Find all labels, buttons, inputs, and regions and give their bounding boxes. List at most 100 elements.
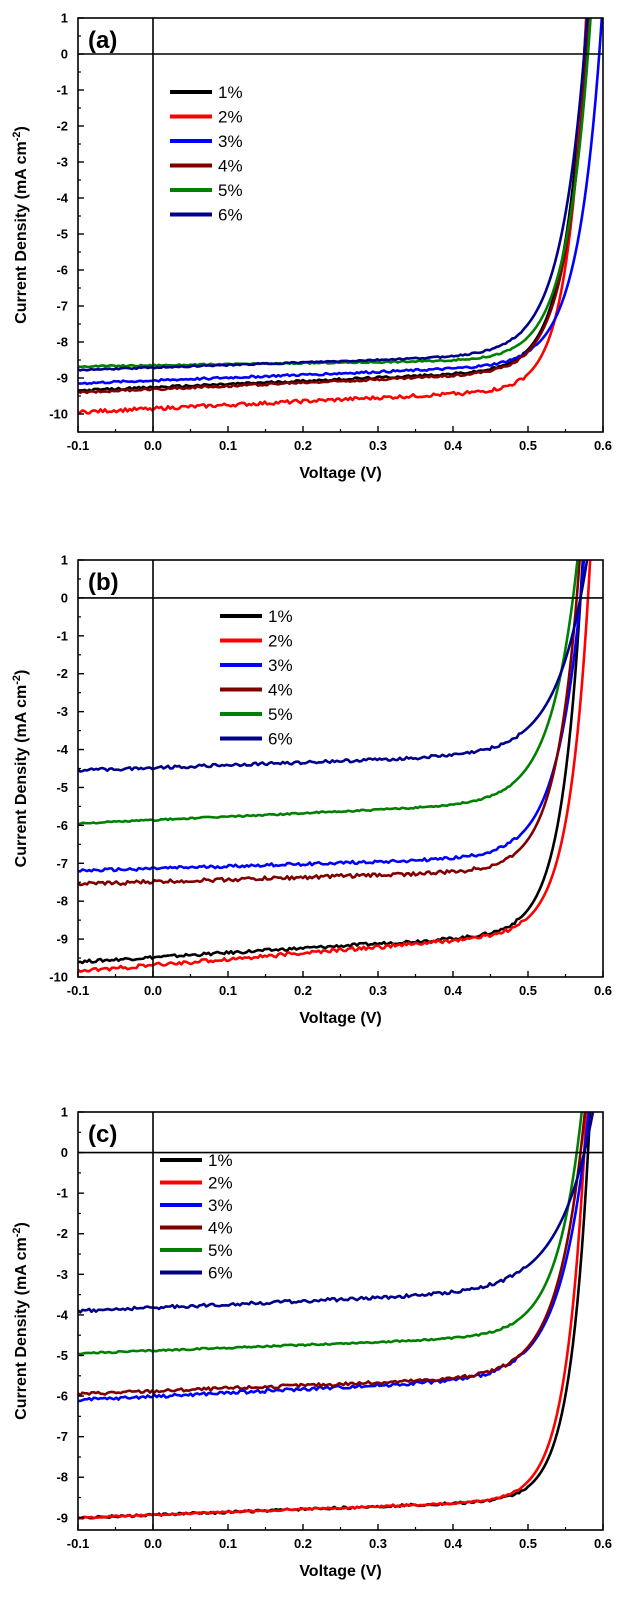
x-axis-title: Voltage (V)	[299, 1010, 381, 1027]
x-tick-label: 0.2	[294, 438, 312, 453]
y-tick-label: -6	[56, 818, 68, 833]
series-line-1pct	[78, 1112, 592, 1520]
legend-label: 1%	[208, 1151, 233, 1170]
plot-frame	[77, 1111, 604, 1531]
x-tick-label: 0.0	[144, 438, 162, 453]
legend-label: 3%	[218, 132, 243, 151]
series-line-2pct	[78, 1112, 588, 1520]
chart-panel-3: -0.1 0.0 0.1 0.2 0.3 0.4 0.5 0.6 1 0 -1 -2 -3 -4 -5 -6 -…	[11, 1105, 612, 1581]
y-tick-label: -9	[56, 932, 68, 947]
x-tick-label: 0.2	[294, 1536, 312, 1551]
x-tick-label: 0.0	[144, 983, 162, 998]
series-line-3pct	[78, 1112, 591, 1403]
chart-panel-1: -0.1 0.0 0.1 0.2 0.3 0.4 0.5 0.6 1 0 -1 -2 -3 -4 -5 -6 -…	[11, 11, 612, 483]
series-line-5pct	[78, 560, 579, 826]
x-tick-label: 0.3	[369, 1536, 387, 1551]
series-line-5pct	[78, 1112, 584, 1356]
series-line-1pct	[78, 18, 588, 393]
legend-label: 1%	[268, 607, 293, 626]
legend: 1% 2% 3% 4% 5% 6%	[170, 83, 243, 225]
x-tick-label: 0.4	[444, 983, 463, 998]
y-tick-label: -4	[56, 1307, 68, 1322]
series-line-6pct	[78, 18, 589, 372]
series-line-6pct	[78, 1112, 595, 1314]
legend-label: 3%	[268, 656, 293, 675]
x-tick-label: 0.0	[144, 1536, 162, 1551]
y-tick-label: -6	[56, 263, 68, 278]
x-tick-label: -0.1	[67, 983, 89, 998]
y-tick-label: -8	[56, 335, 68, 350]
x-tick-label: 0.6	[594, 983, 612, 998]
series-line-4pct	[78, 18, 591, 395]
y-axis-title: Current Density (mA cm-2)	[11, 670, 30, 868]
x-tick-label: 0.4	[444, 1536, 463, 1551]
y-tick-label: -1	[56, 628, 68, 643]
legend-label: 5%	[218, 181, 243, 200]
y-axis-title: Current Density (mA cm-2)	[11, 1222, 30, 1420]
legend-label: 2%	[208, 1174, 233, 1193]
y-tick-label: -1	[56, 83, 68, 98]
y-tick-label: -2	[56, 119, 68, 134]
plot-frame	[77, 17, 604, 433]
x-tick-label: -0.1	[67, 1536, 89, 1551]
x-axis-title: Voltage (V)	[299, 465, 381, 482]
y-tick-label: -3	[56, 704, 68, 719]
series-line-2pct	[78, 560, 592, 973]
x-axis-title: Voltage (V)	[299, 1563, 381, 1580]
legend-label: 1%	[218, 83, 243, 102]
legend-label: 5%	[268, 705, 293, 724]
x-tick-label: 0.1	[219, 1536, 237, 1551]
y-tick-label: 1	[61, 11, 68, 26]
x-tick-label: -0.1	[67, 438, 89, 453]
y-tick-label: -9	[56, 1510, 68, 1525]
chart-panel-2: -0.1 0.0 0.1 0.2 0.3 0.4 0.5 0.6 1 0 -1 -2 -3 -4 -5 -6 -…	[11, 553, 612, 1028]
legend-label: 4%	[268, 681, 293, 700]
y-tick-label: -10	[49, 970, 68, 985]
series-line-3pct	[78, 560, 586, 873]
legend-label: 6%	[268, 730, 293, 749]
y-tick-label: -6	[56, 1389, 68, 1404]
y-tick-label: -10	[49, 407, 68, 422]
y-tick-label: 0	[61, 1145, 68, 1160]
legend: 1% 2% 3% 4% 5% 6%	[220, 607, 293, 749]
y-tick-label: -3	[56, 155, 68, 170]
y-tick-label: -9	[56, 371, 68, 386]
y-tick-label: -4	[56, 742, 68, 757]
x-tick-label: 0.3	[369, 438, 387, 453]
series-line-5pct	[78, 18, 592, 369]
legend-label: 3%	[208, 1196, 233, 1215]
x-tick-label: 0.5	[519, 983, 537, 998]
x-tick-label: 0.6	[594, 438, 612, 453]
series-group	[78, 1112, 595, 1520]
panel-label: (c)	[88, 1121, 117, 1148]
series-line-1pct	[78, 560, 585, 965]
y-tick-label: -7	[56, 856, 68, 871]
x-tick-label: 0.1	[219, 438, 237, 453]
x-tick-label: 0.4	[444, 438, 463, 453]
series-line-4pct	[78, 1112, 587, 1397]
series-line-3pct	[78, 18, 603, 386]
y-tick-label: -5	[56, 780, 68, 795]
y-tick-label: -1	[56, 1186, 68, 1201]
y-tick-label: -8	[56, 894, 68, 909]
y-tick-label: -7	[56, 1429, 68, 1444]
y-tick-label: -5	[56, 227, 68, 242]
x-tick-label: 0.5	[519, 438, 537, 453]
series-group	[78, 560, 592, 973]
legend-label: 6%	[208, 1264, 233, 1283]
legend-label: 5%	[208, 1241, 233, 1260]
y-tick-label: 0	[61, 590, 68, 605]
legend-label: 2%	[268, 632, 293, 651]
x-tick-label: 0.6	[594, 1536, 612, 1551]
panel-label: (b)	[88, 569, 119, 596]
series-line-2pct	[78, 18, 588, 415]
y-tick-label: 1	[61, 1105, 68, 1120]
legend-label: 2%	[218, 108, 243, 127]
y-tick-label: -5	[56, 1348, 68, 1363]
y-axis-title: Current Density (mA cm-2)	[11, 126, 30, 324]
legend-label: 4%	[208, 1219, 233, 1238]
panel-label: (a)	[88, 27, 117, 54]
series-line-6pct	[78, 560, 589, 773]
legend-label: 6%	[218, 206, 243, 225]
x-tick-label: 0.2	[294, 983, 312, 998]
